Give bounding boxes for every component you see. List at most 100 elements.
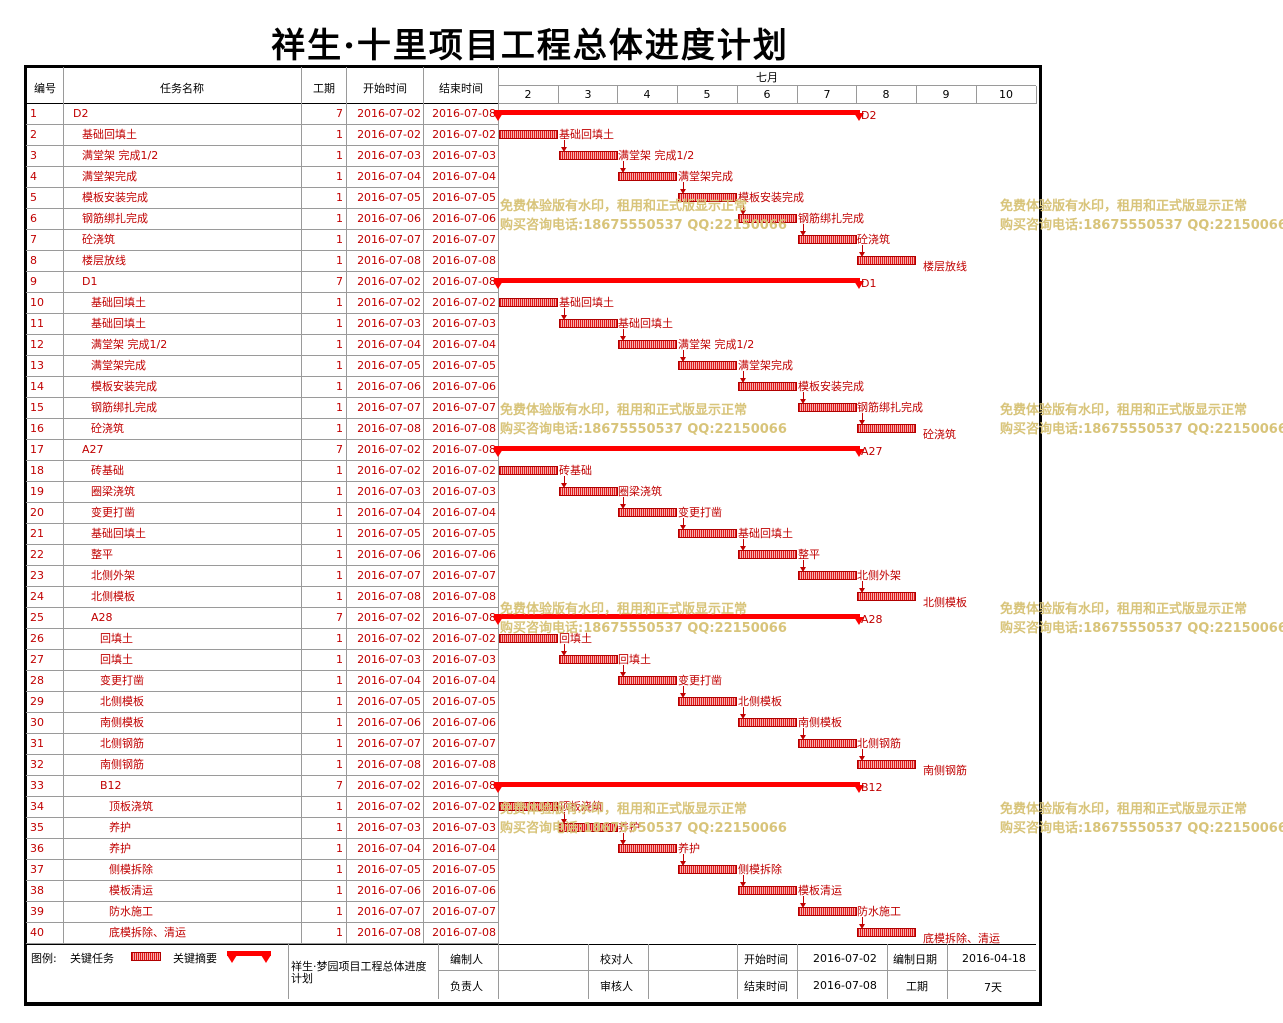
task-duration: 1 [336, 380, 343, 393]
task-name: 满堂架完成 [82, 170, 137, 183]
task-name: 模板清运 [109, 884, 153, 897]
task-end: 2016-07-04 [432, 170, 496, 183]
task-id: 12 [30, 338, 44, 351]
bar-label: 模板清运 [798, 884, 842, 897]
task-name: 底模拆除、清运 [109, 926, 186, 939]
task-name: 北侧外架 [91, 569, 135, 582]
bar-label: 基础回填土 [559, 128, 614, 141]
footer-date-label: 编制日期 [893, 953, 937, 966]
watermark-text: 免费体验版有水印，租用和正式版显示正常 购买咨询电话:18675550537 QQ… [1000, 600, 1283, 638]
task-bar [678, 529, 737, 538]
row-line [26, 880, 498, 881]
task-duration: 1 [336, 338, 343, 351]
summary-left-marker [493, 785, 503, 793]
row-line [26, 460, 498, 461]
row-line [26, 733, 498, 734]
task-start: 2016-07-02 [357, 464, 421, 477]
bar-label: 钢筋绑扎完成 [857, 401, 923, 414]
task-end: 2016-07-06 [432, 884, 496, 897]
column-divider [498, 67, 499, 944]
summary-right-marker [854, 617, 864, 625]
task-id: 6 [30, 212, 37, 225]
footer-top-line [26, 944, 1036, 945]
task-id: 5 [30, 191, 37, 204]
row-line [26, 271, 498, 272]
task-duration: 1 [336, 821, 343, 834]
task-end: 2016-07-08 [432, 611, 496, 624]
task-id: 29 [30, 695, 44, 708]
task-start: 2016-07-04 [357, 842, 421, 855]
dependency-arrow [803, 392, 804, 401]
task-end: 2016-07-08 [432, 107, 496, 120]
task-id: 8 [30, 254, 37, 267]
dependency-arrow [743, 875, 744, 884]
summary-bar [494, 278, 860, 283]
task-end: 2016-07-08 [432, 275, 496, 288]
task-id: 22 [30, 548, 44, 561]
task-end: 2016-07-03 [432, 821, 496, 834]
dependency-arrowhead [561, 315, 567, 320]
bar-label: 变更打凿 [678, 506, 722, 519]
task-bar [499, 802, 558, 811]
task-end: 2016-07-06 [432, 380, 496, 393]
task-name: 楼层放线 [82, 254, 126, 267]
day-divider [677, 86, 678, 104]
dependency-arrowhead [620, 168, 626, 173]
dependency-arrow [743, 707, 744, 716]
dependency-arrow [862, 581, 863, 590]
task-end: 2016-07-04 [432, 506, 496, 519]
task-start: 2016-07-06 [357, 212, 421, 225]
day-header: 2 [524, 88, 532, 101]
task-duration: 1 [336, 527, 343, 540]
row-line [26, 838, 498, 839]
footer-divider [498, 944, 499, 999]
task-start: 2016-07-03 [357, 317, 421, 330]
row-line [26, 712, 498, 713]
row-line [26, 481, 498, 482]
task-end: 2016-07-02 [432, 632, 496, 645]
task-start: 2016-07-06 [357, 548, 421, 561]
task-end: 2016-07-07 [432, 233, 496, 246]
task-start: 2016-07-08 [357, 926, 421, 939]
row-line [26, 754, 498, 755]
task-name: 圈梁浇筑 [91, 485, 135, 498]
task-end: 2016-07-02 [432, 800, 496, 813]
task-bar [499, 130, 558, 139]
task-id: 38 [30, 884, 44, 897]
task-bar [738, 718, 797, 727]
footer-checker-label: 校对人 [600, 953, 633, 966]
header-id: 编号 [34, 82, 56, 95]
task-duration: 7 [336, 779, 343, 792]
watermark-line: 购买咨询电话:18675550537 QQ:22150066 [1000, 821, 1283, 836]
task-bar [857, 424, 916, 433]
summary-right-marker [854, 449, 864, 457]
task-end: 2016-07-05 [432, 527, 496, 540]
day-header: 5 [703, 88, 711, 101]
task-name: 模板安装完成 [91, 380, 157, 393]
task-start: 2016-07-08 [357, 422, 421, 435]
day-header: 3 [584, 88, 592, 101]
row-line [26, 208, 498, 209]
task-bar [738, 886, 797, 895]
dependency-arrowhead [620, 504, 626, 509]
row-line [26, 943, 498, 944]
watermark-text: 免费体验版有水印，租用和正式版显示正常 购买咨询电话:18675550537 QQ… [500, 401, 787, 439]
task-bar [738, 214, 797, 223]
dependency-arrow [803, 896, 804, 905]
bar-label: 基础回填土 [618, 317, 673, 330]
footer-compiler-label: 编制人 [450, 953, 483, 966]
task-duration: 1 [336, 905, 343, 918]
summary-left-marker [493, 113, 503, 121]
task-start: 2016-07-04 [357, 338, 421, 351]
task-id: 37 [30, 863, 44, 876]
row-line [26, 796, 498, 797]
task-duration: 1 [336, 926, 343, 939]
task-start: 2016-07-08 [357, 758, 421, 771]
task-start: 2016-07-07 [357, 737, 421, 750]
task-bar [618, 676, 677, 685]
task-start: 2016-07-02 [357, 632, 421, 645]
bar-label: 基础回填土 [738, 527, 793, 540]
dependency-arrowhead [859, 252, 865, 257]
task-id: 11 [30, 317, 44, 330]
bar-label: 北侧钢筋 [857, 737, 901, 750]
